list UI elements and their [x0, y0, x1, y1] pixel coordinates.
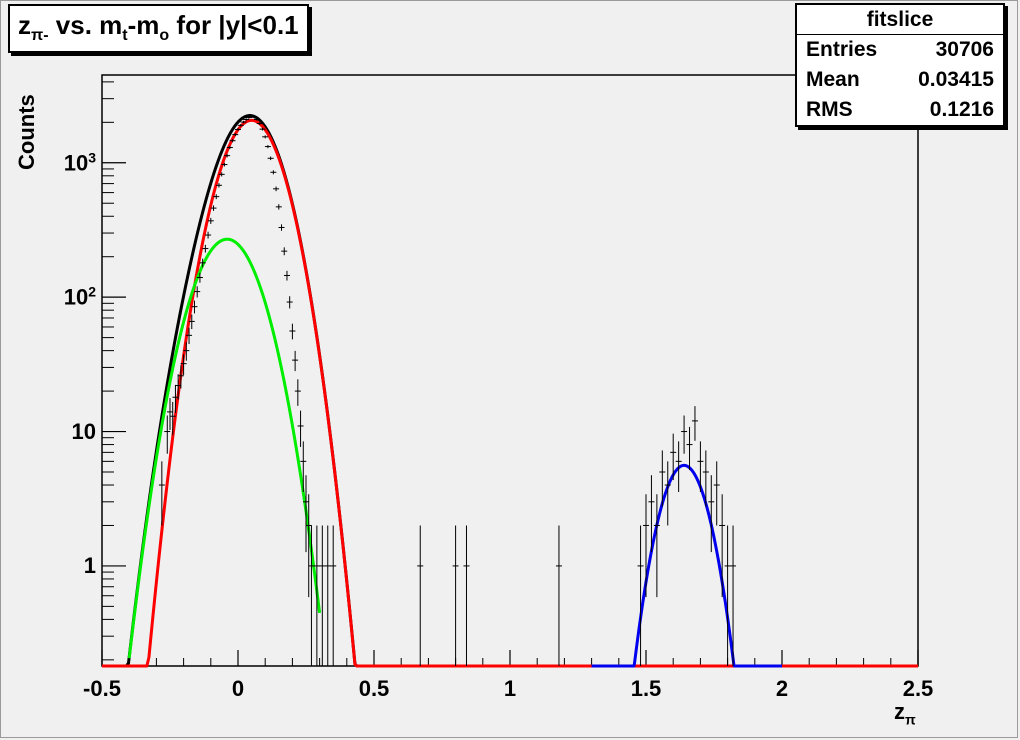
chart-title: zπ- vs. mt-mo for |y|<0.1 [8, 4, 309, 54]
stats-row-mean: Mean 0.03415 [806, 68, 994, 91]
x-axis-label: zπ [894, 699, 916, 728]
plot-area [101, 74, 919, 667]
y-tick-label: 103 [63, 149, 96, 176]
stats-box: fitslice Entries 30706 Mean 0.03415 RMS 0.1… [795, 3, 1005, 127]
x-tick-label: 2 [775, 676, 789, 701]
fit-curve-2 [127, 237, 322, 659]
stats-row-entries: Entries 30706 [806, 38, 994, 61]
stats-row-rms: RMS 0.1216 [806, 98, 994, 121]
fit-curve-3 [590, 463, 784, 668]
data-points [158, 115, 737, 666]
x-tick-label: 0 [231, 676, 245, 701]
x-tick-label: 1 [503, 676, 517, 701]
x-tick-label: 1.5 [630, 676, 662, 701]
y-axis-label: Counts [14, 94, 39, 170]
y-tick-label: 102 [63, 283, 96, 310]
x-tick-label: -0.5 [83, 676, 121, 701]
x-tick-label: 0.5 [358, 676, 390, 701]
y-tick-label: 10 [71, 418, 96, 444]
y-tick-label: 1 [83, 552, 96, 578]
x-tick-label: 2.5 [902, 676, 934, 701]
stats-title: fitslice [797, 5, 1003, 35]
